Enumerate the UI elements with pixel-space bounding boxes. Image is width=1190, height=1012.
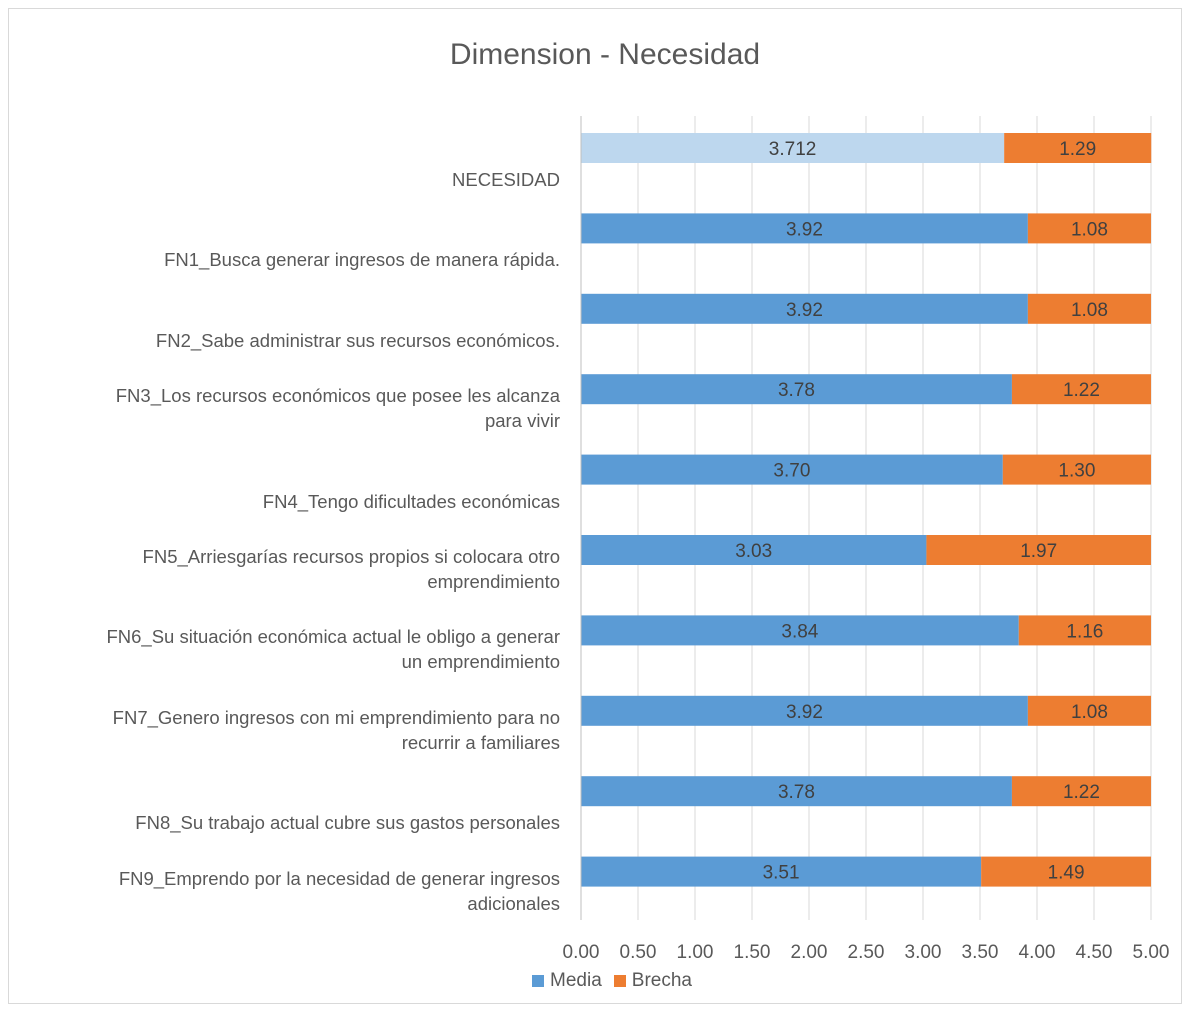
data-label-brecha: 1.08 <box>1071 702 1108 723</box>
category-label-line: recurrir a familiares <box>401 731 560 753</box>
x-tick-label: 1.00 <box>677 942 714 963</box>
data-label-media: 3.78 <box>778 782 815 803</box>
category-label-line: FN8_Su trabajo actual cubre sus gastos p… <box>135 812 560 834</box>
data-label-brecha: 1.16 <box>1066 621 1103 642</box>
data-label-media: 3.92 <box>786 219 823 240</box>
category-label-line: FN2_Sabe administrar sus recursos económ… <box>155 329 560 351</box>
bar-media <box>581 454 1003 485</box>
x-tick-label: 2.50 <box>848 942 885 963</box>
data-label-brecha: 1.22 <box>1063 380 1100 401</box>
category-label-line: FN5_Arriesgarías recursos propios si col… <box>142 546 560 567</box>
x-tick-label: 2.00 <box>791 942 828 963</box>
data-label-brecha: 1.97 <box>1020 541 1057 562</box>
bar-brecha <box>1027 695 1151 726</box>
category-label-line: FN1_Busca generar ingresos de manera ráp… <box>164 249 560 271</box>
bar-media <box>581 535 927 565</box>
legend: Media Brecha <box>0 970 1190 993</box>
category-label-line: FN9_Emprendo por la necesidad de generar… <box>118 867 560 889</box>
category-label-line: FN6_Su situación económica actual le obl… <box>106 626 560 648</box>
data-label-media: 3.51 <box>763 863 800 884</box>
category-label: FN5_Arriesgarías recursos propios si col… <box>0 544 560 594</box>
bar-media <box>581 856 982 887</box>
bar-media <box>581 695 1028 726</box>
category-label-line: NECESIDAD <box>452 169 560 190</box>
x-tick-label: 5.00 <box>1133 942 1170 963</box>
data-label-brecha: 1.22 <box>1063 782 1100 803</box>
category-label-line: para vivir <box>484 410 560 432</box>
category-label: FN3_Los recursos económicos que posee le… <box>0 383 560 433</box>
bar-media <box>581 615 1019 646</box>
data-label-brecha: 1.30 <box>1058 461 1095 482</box>
category-label-line: emprendimiento <box>427 571 560 592</box>
category-label: FN8_Su trabajo actual cubre sus gastos p… <box>0 810 560 835</box>
category-label: FN6_Su situación económica actual le obl… <box>0 624 560 674</box>
data-label-brecha: 1.08 <box>1071 300 1108 321</box>
category-label: FN2_Sabe administrar sus recursos económ… <box>0 328 560 353</box>
category-label-line: FN4_Tengo dificultades económicas <box>262 490 560 512</box>
chart-title: Dimension - Necesidad <box>449 38 761 71</box>
chart-frame <box>8 8 1182 1004</box>
data-label-media: 3.92 <box>786 300 823 321</box>
bar-media <box>581 133 1005 163</box>
category-label-line: FN3_Los recursos económicos que posee le… <box>115 385 560 407</box>
x-tick-label: 4.50 <box>1076 942 1113 963</box>
category-label: FN7_Genero ingresos con mi emprendimient… <box>0 705 560 755</box>
legend-item: Brecha <box>613 970 692 992</box>
category-label-line: un emprendimiento <box>401 651 560 673</box>
bar-brecha <box>981 856 1151 887</box>
x-tick-label: 0.00 <box>563 942 600 963</box>
x-tick-label: 1.50 <box>734 942 771 963</box>
bar-media <box>581 213 1028 244</box>
data-label-media: 3.92 <box>786 702 823 723</box>
bar-brecha <box>1002 454 1151 485</box>
bar-brecha <box>1011 374 1151 405</box>
bar-media <box>581 776 1012 807</box>
data-label-media: 3.78 <box>778 380 815 401</box>
bar-brecha <box>1027 213 1151 244</box>
category-label-line: adicionales <box>467 892 560 914</box>
bar-brecha <box>1018 615 1151 646</box>
bar-media <box>581 293 1028 324</box>
bar-brecha <box>1011 776 1151 807</box>
bar-brecha <box>1004 133 1152 163</box>
x-tick-label: 4.00 <box>1019 942 1056 963</box>
category-label: FN4_Tengo dificultades económicas <box>0 489 560 514</box>
bar-brecha <box>926 535 1151 565</box>
legend-label: Media <box>550 970 602 991</box>
x-tick-label: 3.50 <box>962 942 999 963</box>
x-tick-label: 3.00 <box>905 942 942 963</box>
legend-label: Brecha <box>631 970 692 991</box>
legend-swatch <box>532 975 545 987</box>
category-label: FN1_Busca generar ingresos de manera ráp… <box>0 247 560 272</box>
data-label-media: 3.84 <box>781 621 818 642</box>
x-tick-label: 0.50 <box>620 942 657 963</box>
data-label-media: 3.03 <box>735 541 772 562</box>
category-label: NECESIDAD <box>0 167 560 192</box>
data-label-brecha: 1.29 <box>1059 139 1096 160</box>
legend-item: Media <box>532 970 602 992</box>
data-label-media: 3.70 <box>773 461 810 482</box>
bar-brecha <box>1027 293 1151 324</box>
data-label-brecha: 1.08 <box>1071 219 1108 240</box>
data-label-brecha: 1.49 <box>1048 863 1085 884</box>
category-label-line: FN7_Genero ingresos con mi emprendimient… <box>112 706 560 728</box>
data-label-media: 3.712 <box>769 139 817 160</box>
legend-swatch <box>613 975 626 987</box>
bar-media <box>581 374 1012 405</box>
category-label: FN9_Emprendo por la necesidad de generar… <box>0 866 560 916</box>
